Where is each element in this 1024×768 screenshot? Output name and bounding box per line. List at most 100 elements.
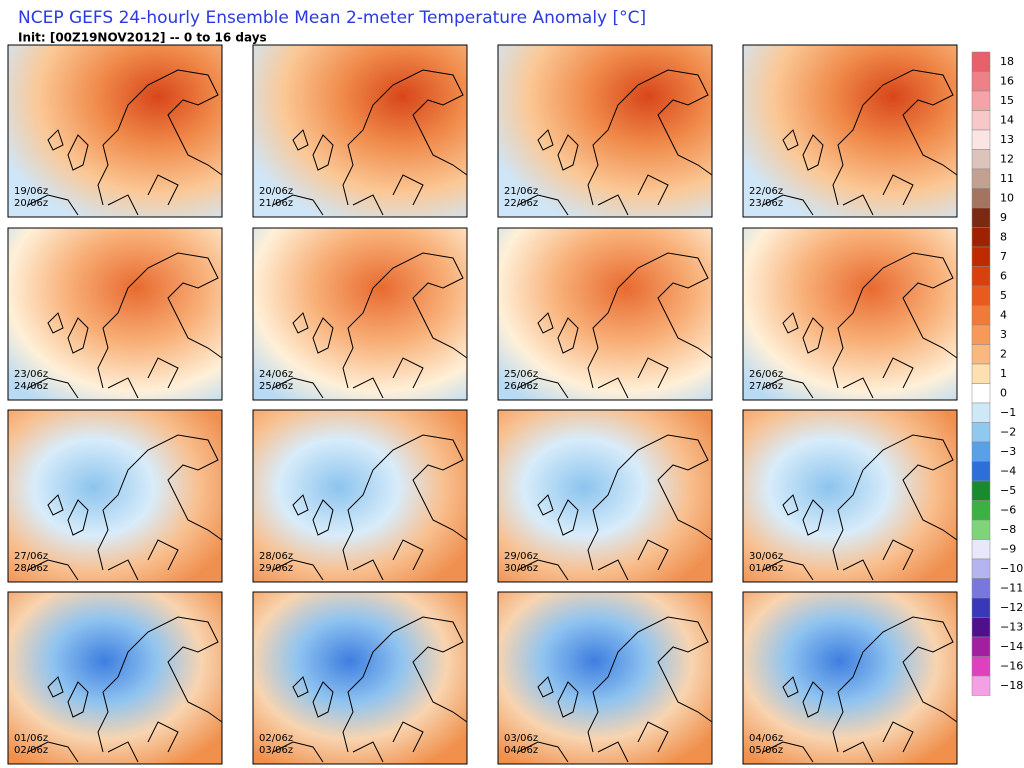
- map-field: [8, 228, 222, 400]
- color-swatch: [971, 578, 991, 599]
- coastline: [272, 434, 468, 581]
- color-swatch: [971, 558, 991, 579]
- map-field: [743, 45, 957, 217]
- valid-start: 27/06z: [14, 551, 48, 562]
- colorbar-label: 12: [1000, 152, 1014, 165]
- valid-start: 26/06z: [749, 369, 783, 380]
- colorbar-label: 5: [1000, 289, 1007, 302]
- color-swatch: [971, 461, 991, 482]
- panel-border: [742, 44, 958, 218]
- colorbar: 18161514131211109876543210−1−2−3−4−5−6−8…: [971, 51, 1023, 696]
- colorbar-label: 18: [1000, 55, 1014, 68]
- coastline: [517, 434, 713, 581]
- colorbar-label: 14: [1000, 113, 1014, 126]
- color-swatch: [971, 597, 991, 618]
- valid-start: 22/06z: [749, 186, 783, 197]
- colorbar-label: 16: [1000, 74, 1014, 87]
- color-swatch: [971, 441, 991, 462]
- colorbar-label: −10: [1000, 562, 1023, 575]
- valid-end: 03/06z: [259, 745, 293, 756]
- color-swatch: [971, 305, 991, 326]
- color-swatch: [971, 636, 991, 657]
- panel-border: [7, 591, 223, 765]
- color-swatch: [971, 246, 991, 267]
- color-swatch: [971, 363, 991, 384]
- panel-border: [497, 591, 713, 765]
- panel-border: [7, 227, 223, 401]
- colorbar-label: 1: [1000, 367, 1007, 380]
- valid-end: 27/06z: [749, 381, 783, 392]
- colorbar-label: −18: [1000, 679, 1023, 692]
- color-swatch: [971, 519, 991, 540]
- valid-start: 25/06z: [504, 369, 538, 380]
- valid-end: 28/06z: [14, 563, 48, 574]
- colorbar-label: −3: [1000, 445, 1016, 458]
- panels: 19/06z20/06z20/06z21/06z21/06z22/06z22/0…: [7, 44, 958, 765]
- map-field: [253, 45, 467, 217]
- valid-end: 01/06z: [749, 563, 783, 574]
- colorbar-label: −1: [1000, 406, 1016, 419]
- coastline: [27, 434, 223, 581]
- colorbar-label: −9: [1000, 542, 1016, 555]
- coastline: [27, 616, 223, 763]
- coastline: [272, 69, 468, 216]
- coastline: [762, 616, 958, 763]
- colorbar-label: 0: [1000, 386, 1007, 399]
- valid-end: 24/06z: [14, 381, 48, 392]
- colorbar-label: 4: [1000, 308, 1007, 321]
- valid-start: 30/06z: [749, 551, 783, 562]
- color-swatch: [971, 90, 991, 111]
- color-swatch: [971, 188, 991, 209]
- colorbar-label: 6: [1000, 269, 1007, 282]
- color-swatch: [971, 149, 991, 170]
- color-swatch: [971, 168, 991, 189]
- colorbar-label: 7: [1000, 250, 1007, 263]
- map-field: [743, 592, 957, 764]
- map-field: [743, 228, 957, 400]
- coastline: [517, 69, 713, 216]
- colorbar-label: 2: [1000, 347, 1007, 360]
- color-swatch: [971, 656, 991, 677]
- map-field: [498, 45, 712, 217]
- coastline: [762, 252, 958, 399]
- map-field: [498, 592, 712, 764]
- colorbar-label: 10: [1000, 191, 1014, 204]
- color-swatch: [971, 675, 991, 696]
- map-field: [253, 592, 467, 764]
- valid-end: 30/06z: [504, 563, 538, 574]
- panel-border: [497, 44, 713, 218]
- color-swatch: [971, 383, 991, 404]
- valid-end: 26/06z: [504, 381, 538, 392]
- colorbar-label: −12: [1000, 601, 1023, 614]
- panel-border: [742, 409, 958, 583]
- valid-end: 20/06z: [14, 198, 48, 209]
- colorbar-label: −11: [1000, 581, 1023, 594]
- map-field: [253, 228, 467, 400]
- valid-end: 05/06z: [749, 745, 783, 756]
- valid-end: 02/06z: [14, 745, 48, 756]
- map-field: [498, 410, 712, 582]
- valid-start: 03/06z: [504, 733, 538, 744]
- panel-border: [742, 591, 958, 765]
- panel-border: [742, 227, 958, 401]
- title: NCEP GEFS 24-hourly Ensemble Mean 2-mete…: [18, 8, 646, 28]
- subtitle: Init: [00Z19NOV2012] -- 0 to 16 days: [18, 31, 267, 45]
- colorbar-label: −4: [1000, 464, 1016, 477]
- panel-border: [252, 409, 468, 583]
- coastline: [517, 616, 713, 763]
- panel-border: [497, 227, 713, 401]
- valid-end: 23/06z: [749, 198, 783, 209]
- colorbar-label: 15: [1000, 94, 1014, 107]
- valid-start: 04/06z: [749, 733, 783, 744]
- coastline: [27, 69, 223, 216]
- map-field: [8, 410, 222, 582]
- panel-border: [252, 591, 468, 765]
- color-swatch: [971, 480, 991, 501]
- valid-start: 28/06z: [259, 551, 293, 562]
